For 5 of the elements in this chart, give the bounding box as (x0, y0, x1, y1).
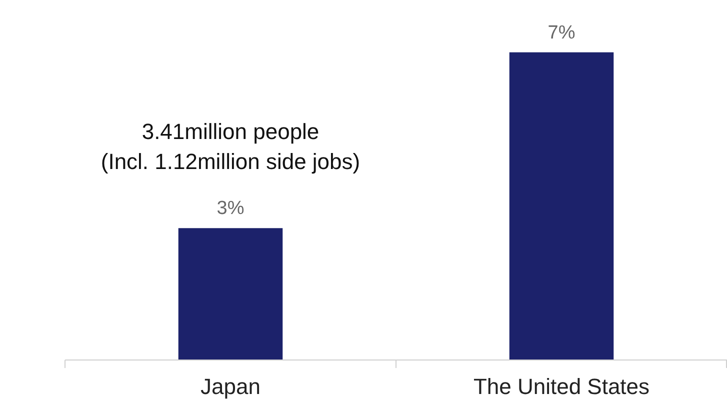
data-label: 7% (548, 22, 576, 44)
annotation: 3.41million people (Incl. 1.12million side jobs) (100, 119, 360, 174)
x-tick-label: Japan (200, 374, 260, 399)
x-tick-label: The United States (473, 374, 650, 399)
data-label: 3% (216, 198, 244, 220)
